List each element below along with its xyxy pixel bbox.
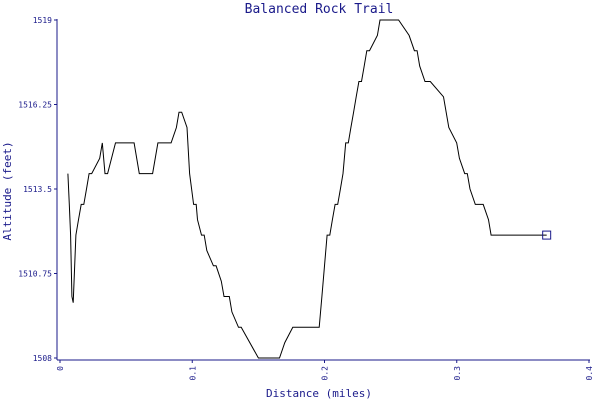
altitude-series-line (67, 19, 547, 359)
x-tick-label: 0.3 (453, 366, 462, 381)
chart-title: Balanced Rock Trail (245, 2, 394, 17)
end-point-marker (542, 230, 552, 240)
x-tick-label: 0 (56, 366, 65, 371)
y-tick-label: 1516.25 (18, 101, 52, 110)
y-tick-label: 1510.75 (18, 270, 52, 279)
x-axis-label: Distance (miles) (266, 387, 372, 400)
y-tick-label: 1519 (33, 16, 52, 25)
x-tick-label: 0.1 (188, 366, 197, 381)
y-ticks: 1508 1510.75 1513.5 1516.25 1519 (18, 16, 57, 363)
x-ticks: 0 0.1 0.2 0.3 0.4 (56, 360, 594, 380)
x-tick-label: 0.2 (321, 366, 330, 381)
x-tick-label: 0.4 (585, 366, 594, 381)
y-axis-label: Altitude (feet) (1, 141, 14, 240)
y-tick-label: 1513.5 (23, 185, 52, 194)
y-tick-label: 1508 (33, 354, 52, 363)
